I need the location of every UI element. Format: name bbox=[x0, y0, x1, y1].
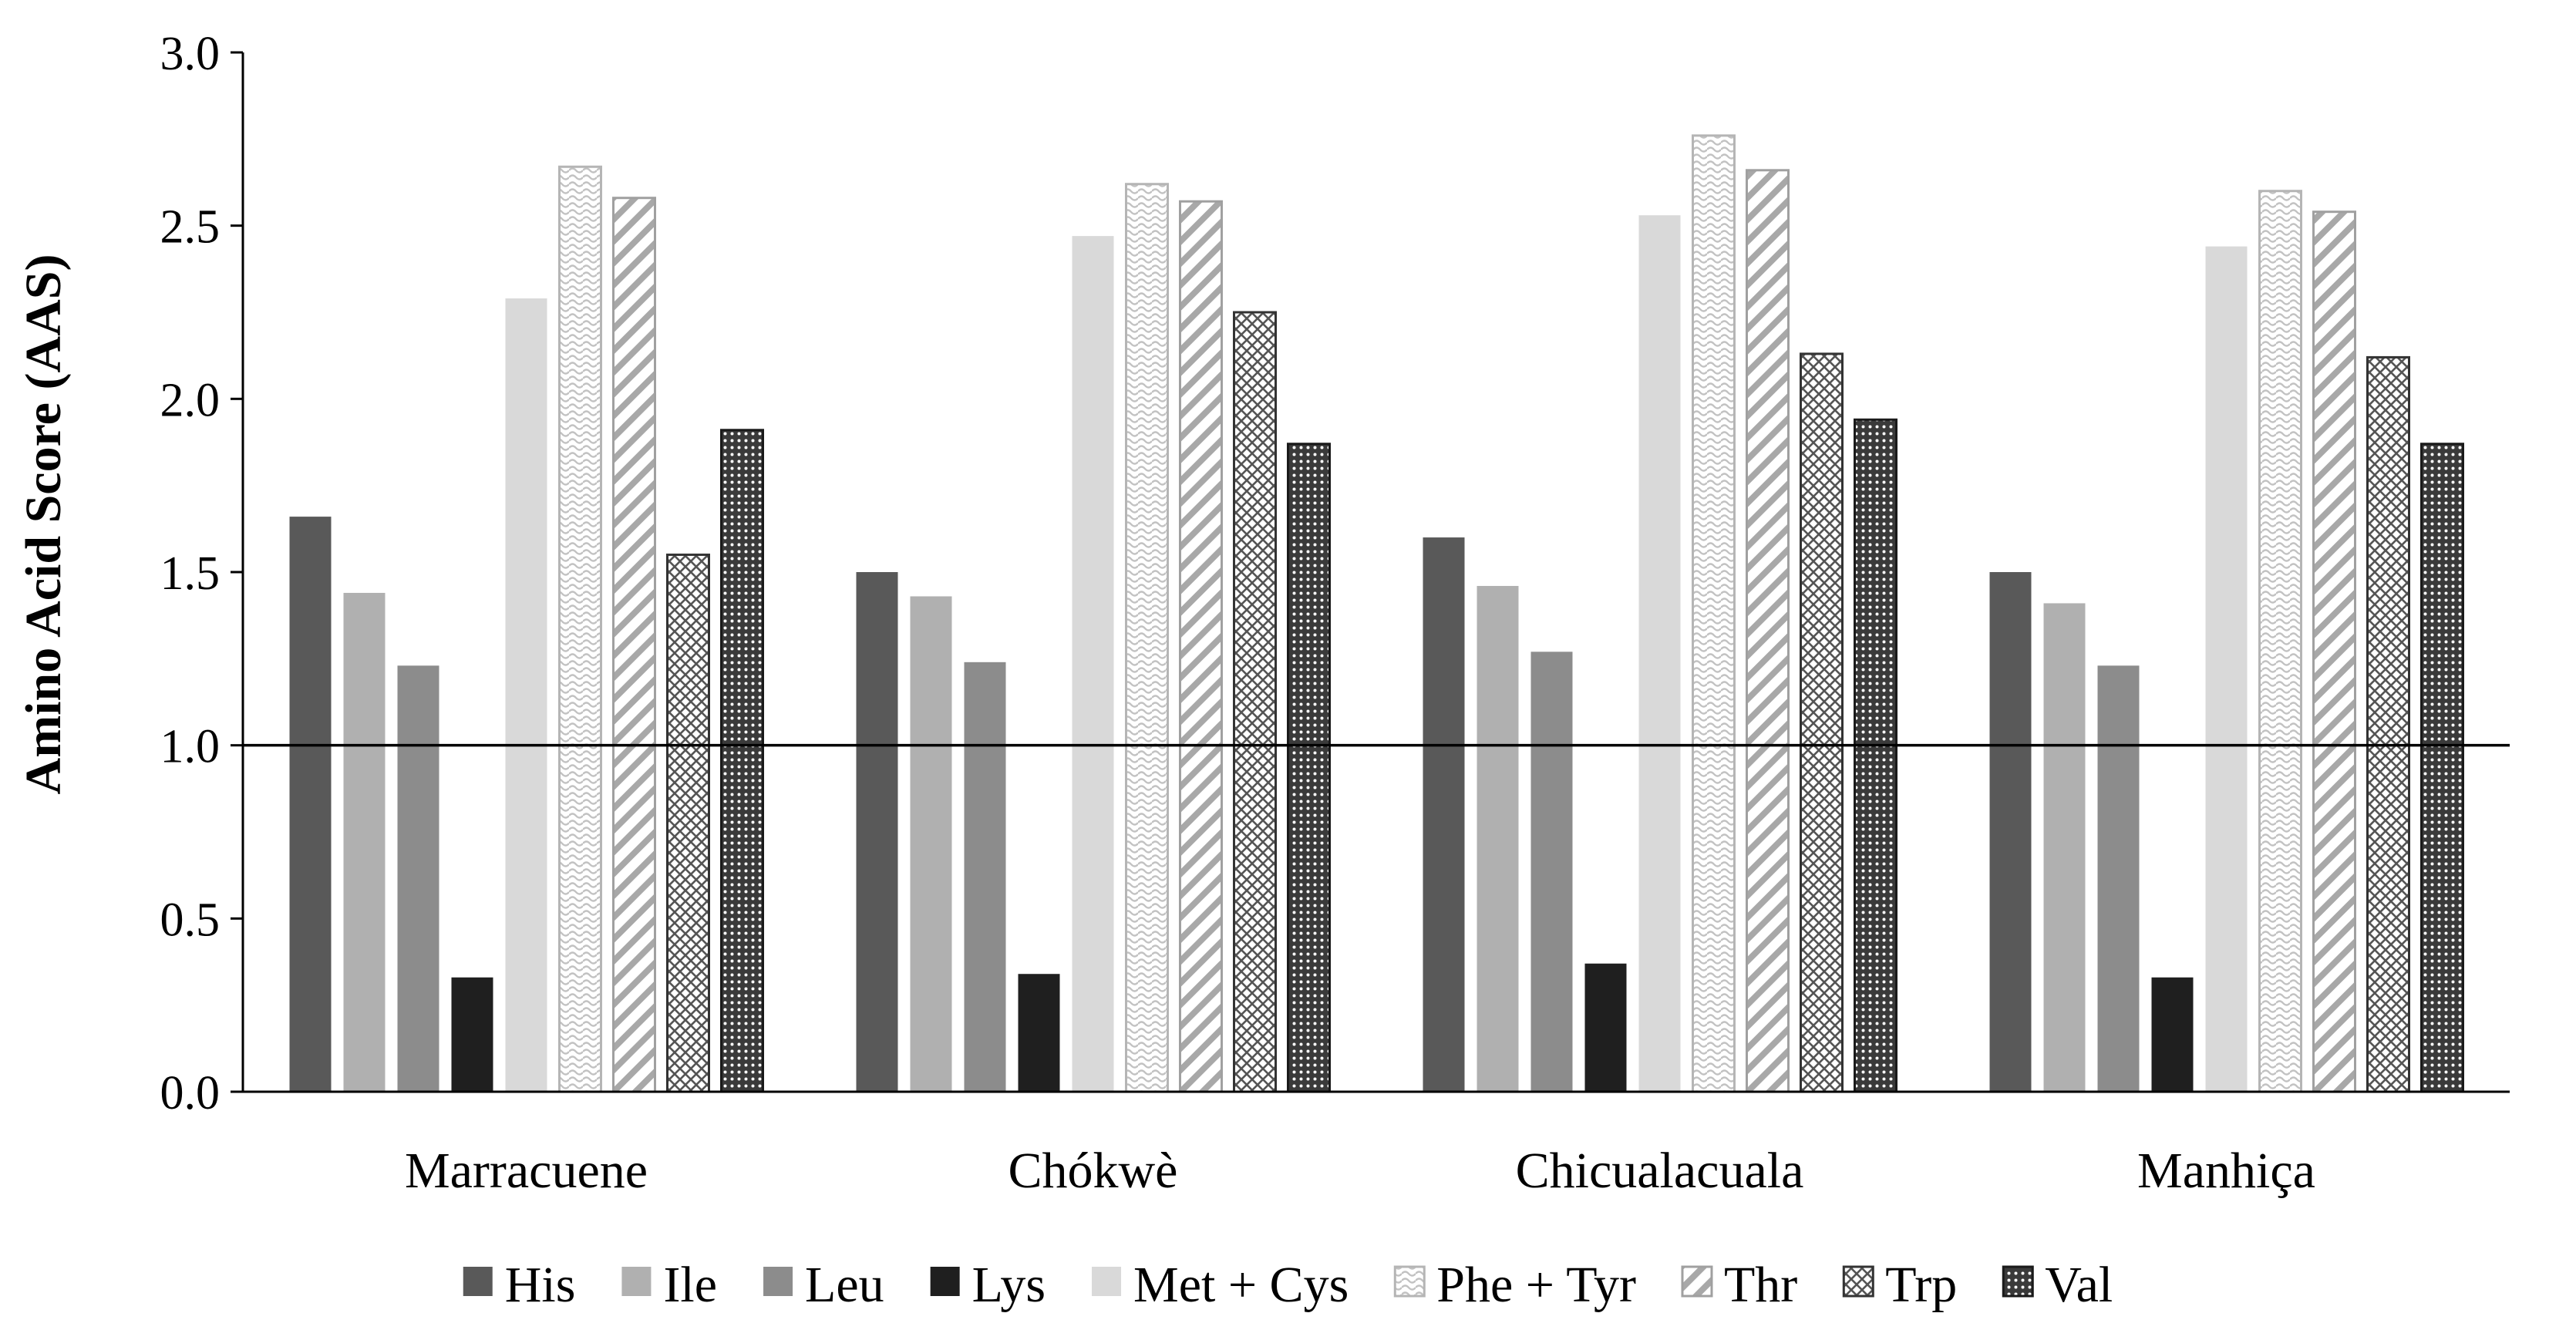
legend-swatch bbox=[1393, 1265, 1426, 1298]
legend-label: His bbox=[505, 1257, 576, 1313]
bar-ile-2 bbox=[910, 596, 952, 1092]
bar-leu-4 bbox=[2097, 665, 2140, 1092]
bar-thr-2 bbox=[1179, 200, 1223, 1093]
legend-label: Val bbox=[2045, 1257, 2113, 1313]
y-tick-label: 0.0 bbox=[160, 1067, 221, 1119]
legend-label: Phe + Tyr bbox=[1436, 1257, 1636, 1313]
bar-his-3 bbox=[1423, 537, 1465, 1092]
legend-swatch bbox=[621, 1267, 652, 1296]
y-axis-title: Amino Acid Score (AAS) bbox=[15, 254, 72, 795]
y-axis: 0.0 0.5 1.0 1.5 2.0 2.5 3.0 bbox=[160, 28, 244, 1119]
bar-thr-1 bbox=[612, 197, 656, 1093]
legend-label: Leu bbox=[805, 1257, 884, 1313]
y-tick-label: 2.0 bbox=[160, 374, 221, 426]
legend-swatch bbox=[463, 1267, 493, 1296]
legend-swatch bbox=[2002, 1265, 2034, 1298]
legend-label: Met + Cys bbox=[1133, 1257, 1349, 1313]
bar-leu-3 bbox=[1530, 651, 1573, 1092]
legend-label: Thr bbox=[1724, 1257, 1797, 1313]
bar-lys-1 bbox=[451, 977, 493, 1092]
bar-leu-2 bbox=[964, 662, 1006, 1092]
x-tick-label: Chicualacuala bbox=[1516, 1143, 1804, 1199]
legend-swatch bbox=[763, 1267, 793, 1296]
y-tick-label: 0.5 bbox=[160, 894, 221, 946]
bar-met-cys-1 bbox=[505, 298, 547, 1093]
bar-thr-3 bbox=[1746, 169, 1790, 1093]
bar-val-1 bbox=[720, 429, 764, 1093]
x-tick-label: Manhiça bbox=[2137, 1143, 2315, 1199]
bar-phe-tyr-4 bbox=[2258, 190, 2302, 1093]
legend-swatch bbox=[1842, 1265, 1874, 1298]
bar-phe-tyr-1 bbox=[558, 165, 602, 1093]
legend-swatch bbox=[930, 1267, 960, 1296]
bar-lys-4 bbox=[2151, 977, 2194, 1092]
bar-his-4 bbox=[1989, 572, 2032, 1092]
bar-his-2 bbox=[856, 572, 898, 1092]
bar-met-cys-3 bbox=[1638, 215, 1681, 1093]
y-tick-label: 1.0 bbox=[160, 721, 221, 773]
bars bbox=[289, 134, 2464, 1093]
bar-val-4 bbox=[2420, 443, 2464, 1093]
bar-leu-1 bbox=[397, 665, 439, 1092]
bar-thr-4 bbox=[2312, 210, 2356, 1093]
bar-met-cys-2 bbox=[1072, 236, 1114, 1092]
x-tick-label: Chókwè bbox=[1009, 1143, 1178, 1199]
legend-label: Ile bbox=[663, 1257, 717, 1313]
bar-trp-3 bbox=[1800, 352, 1844, 1093]
bar-lys-3 bbox=[1584, 963, 1627, 1092]
bar-met-cys-4 bbox=[2205, 246, 2248, 1092]
bar-phe-tyr-2 bbox=[1125, 183, 1169, 1093]
bar-ile-4 bbox=[2043, 603, 2086, 1092]
legend-swatch bbox=[1681, 1265, 1713, 1298]
y-tick-label: 3.0 bbox=[160, 28, 221, 80]
bar-trp-2 bbox=[1233, 311, 1277, 1093]
bar-ile-1 bbox=[343, 592, 386, 1092]
legend-swatch bbox=[1092, 1267, 1122, 1296]
legend-label: Lys bbox=[972, 1257, 1046, 1313]
bar-lys-2 bbox=[1018, 974, 1060, 1092]
bar-val-3 bbox=[1854, 418, 1897, 1093]
bar-val-2 bbox=[1287, 443, 1331, 1093]
bar-trp-1 bbox=[666, 554, 710, 1093]
legend-label: Trp bbox=[1885, 1257, 1957, 1313]
bar-phe-tyr-3 bbox=[1692, 134, 1736, 1093]
legend: His Ile Leu Lys Met + Cys Phe + Tyr Thr Trp Val bbox=[463, 1257, 2113, 1313]
y-tick-label: 1.5 bbox=[160, 547, 221, 600]
x-tick-label: Marracuene bbox=[405, 1143, 648, 1199]
y-tick-label: 2.5 bbox=[160, 201, 221, 254]
bar-trp-4 bbox=[2366, 355, 2410, 1093]
x-axis: Marracuene Chókwè Chicualacuala Manhiça bbox=[243, 1090, 2510, 1199]
bar-ile-3 bbox=[1477, 585, 1519, 1092]
bar-his-1 bbox=[289, 517, 332, 1092]
